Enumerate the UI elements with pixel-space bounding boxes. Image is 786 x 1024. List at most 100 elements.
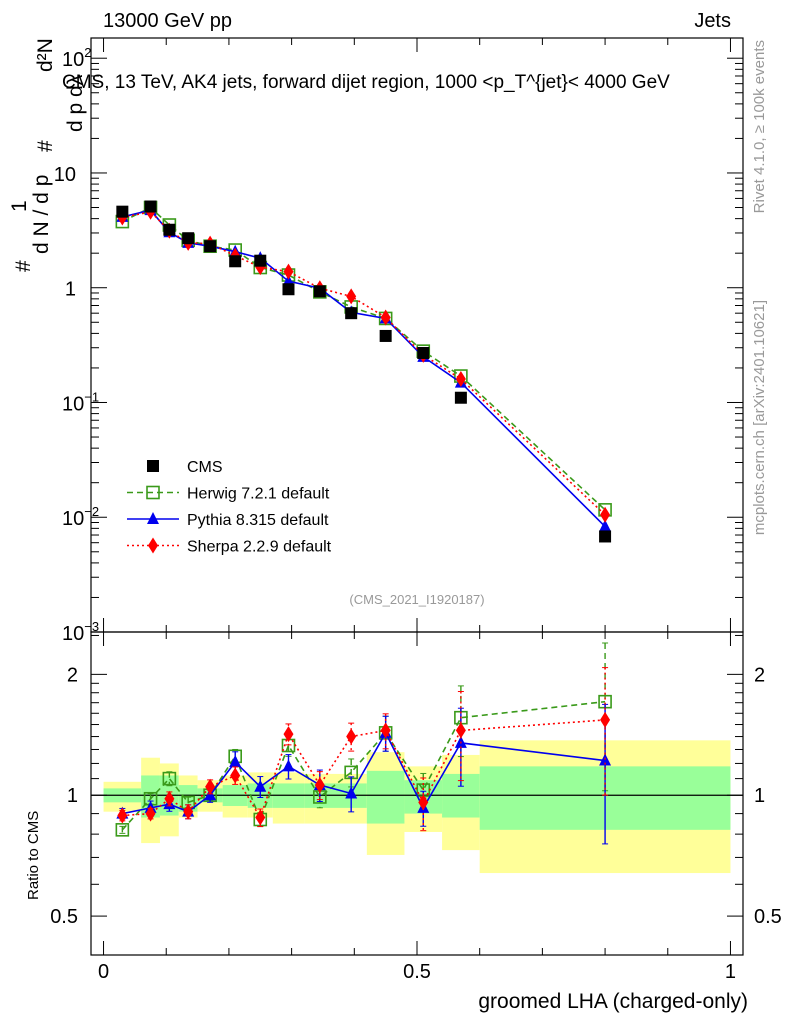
sherpa-marker [346, 288, 357, 305]
ratio-y-tick-label: 0.5 [50, 906, 78, 928]
ratio-y-tick-label: 1 [754, 785, 765, 807]
x-tick-label: 1 [725, 961, 736, 983]
pythia-marker [147, 512, 159, 524]
y-label-den2: d p dλ [64, 74, 87, 132]
cms-marker [599, 530, 612, 543]
sherpa-marker [283, 726, 294, 743]
sherpa-marker [255, 809, 266, 826]
ratio-y-tick-label: 1 [67, 785, 78, 807]
ratio-plot: 2 2 1 1 0.5 0.5 0 0.5 1 [50, 631, 782, 983]
sherpa-marker [148, 537, 158, 554]
sherpa-marker [164, 790, 175, 807]
y-label-hash: # [12, 260, 35, 272]
pythia-marker [282, 274, 295, 287]
main-y-tick-label-exp: −3 [84, 619, 99, 634]
main-y-tick-label: 10−2 [62, 504, 99, 530]
main-y-tick-label: 10−1 [62, 389, 99, 415]
legend-label: Sherpa 2.2.9 default [187, 539, 332, 556]
analysis-id: (CMS_2021_I1920187) [349, 592, 484, 607]
cms-marker [417, 346, 430, 359]
main-y-tick-label-base: 1 [65, 279, 76, 301]
y-label-hash2: # [34, 140, 57, 152]
cms-marker [254, 254, 267, 267]
cms-marker [116, 205, 129, 218]
sherpa-marker [380, 309, 391, 326]
sherpa-marker [455, 722, 466, 739]
sherpa-marker [205, 778, 216, 795]
main-y-tick-label-base: 10 [62, 508, 84, 530]
main-y-tick-label: 10−3 [62, 619, 99, 645]
y-label-num: d²N [34, 38, 57, 72]
ratio-y-tick-label: 2 [67, 664, 78, 686]
ratio-y-tick-label: 0.5 [754, 906, 782, 928]
pythia-line [122, 209, 606, 528]
legend-label: CMS [187, 459, 223, 476]
main-y-tick-label-base: 10 [62, 623, 84, 645]
cms-marker [147, 460, 159, 472]
header-right: Jets [694, 10, 731, 32]
sherpa-line [122, 210, 606, 516]
pythia-marker [282, 759, 295, 772]
sherpa-marker [230, 767, 241, 784]
cms-marker [282, 283, 295, 296]
y-label-den: d N / d p [30, 175, 53, 254]
pythia-marker [254, 779, 267, 792]
legend-label: Pythia 8.315 default [187, 512, 329, 529]
sherpa-marker [117, 807, 128, 824]
cms-marker [163, 223, 176, 236]
herwig-marker [162, 771, 177, 786]
cms-marker [313, 285, 326, 298]
cms-marker [144, 200, 157, 213]
pythia-marker [345, 786, 358, 799]
cms-marker [379, 329, 392, 342]
sherpa-marker [418, 794, 429, 811]
main-y-tick-label-base: 10 [62, 393, 84, 415]
legend-item-pythia: Pythia 8.315 default [127, 512, 329, 529]
legend-label: Herwig 7.2.1 default [187, 486, 330, 503]
ratio-y-tick-label: 2 [754, 664, 765, 686]
legend-item-herwig: Herwig 7.2.1 default [127, 486, 330, 503]
header-left: 13000 GeV pp [103, 10, 232, 32]
main-y-tick-label-exp: −2 [84, 504, 99, 519]
mcplots-label: mcplots.cern.ch [arXiv:2401.10621] [751, 300, 768, 535]
main-y-tick-label: 1 [65, 279, 76, 301]
y-axis-label: # 1 d N / d p # d²N d p dλ [8, 38, 87, 272]
sherpa-marker [455, 371, 466, 388]
herwig-ratio-line [121, 700, 606, 831]
x-tick-label: 0.5 [403, 961, 431, 983]
main-y-tick-label: 10 [54, 164, 76, 186]
main-y-tick-label-exp: 2 [84, 45, 91, 60]
y-label-one: 1 [8, 200, 31, 212]
sherpa-marker [283, 263, 294, 280]
main-y-tick-label: 102 [62, 45, 91, 71]
main-y-tick-label-base: 10 [62, 49, 84, 71]
pythia-marker [599, 519, 612, 532]
sherpa-marker [346, 728, 357, 745]
sherpa-marker [380, 722, 391, 739]
herwig-marker [115, 823, 130, 837]
cms-marker [182, 232, 195, 245]
cms-marker [345, 307, 358, 320]
sherpa-marker [314, 777, 325, 794]
cms-marker [454, 391, 467, 404]
main-y-tick-label-base: 10 [54, 164, 76, 186]
x-axis-label: groomed LHA (charged-only) [478, 990, 748, 1013]
sherpa-marker [600, 506, 611, 523]
x-tick-label: 0 [98, 961, 109, 983]
pythia-marker [229, 754, 242, 767]
legend-item-cms: CMS [147, 459, 223, 476]
cms-marker [204, 240, 217, 253]
cms-marker [229, 255, 242, 268]
rivet-label: Rivet 4.1.0, ≥ 100k events [751, 40, 768, 213]
sherpa-marker [183, 803, 194, 820]
plot-title: CMS, 13 TeV, AK4 jets, forward dijet reg… [62, 72, 670, 93]
herwig-marker [146, 485, 160, 500]
sherpa-marker [600, 711, 611, 728]
ratio-y-label: Ratio to CMS [25, 811, 42, 900]
legend: CMS Herwig 7.2.1 default Pythia 8.315 defa… [127, 459, 332, 556]
band-stat [366, 770, 405, 824]
legend-item-sherpa: Sherpa 2.2.9 default [127, 537, 332, 556]
sherpa-marker [145, 805, 156, 822]
